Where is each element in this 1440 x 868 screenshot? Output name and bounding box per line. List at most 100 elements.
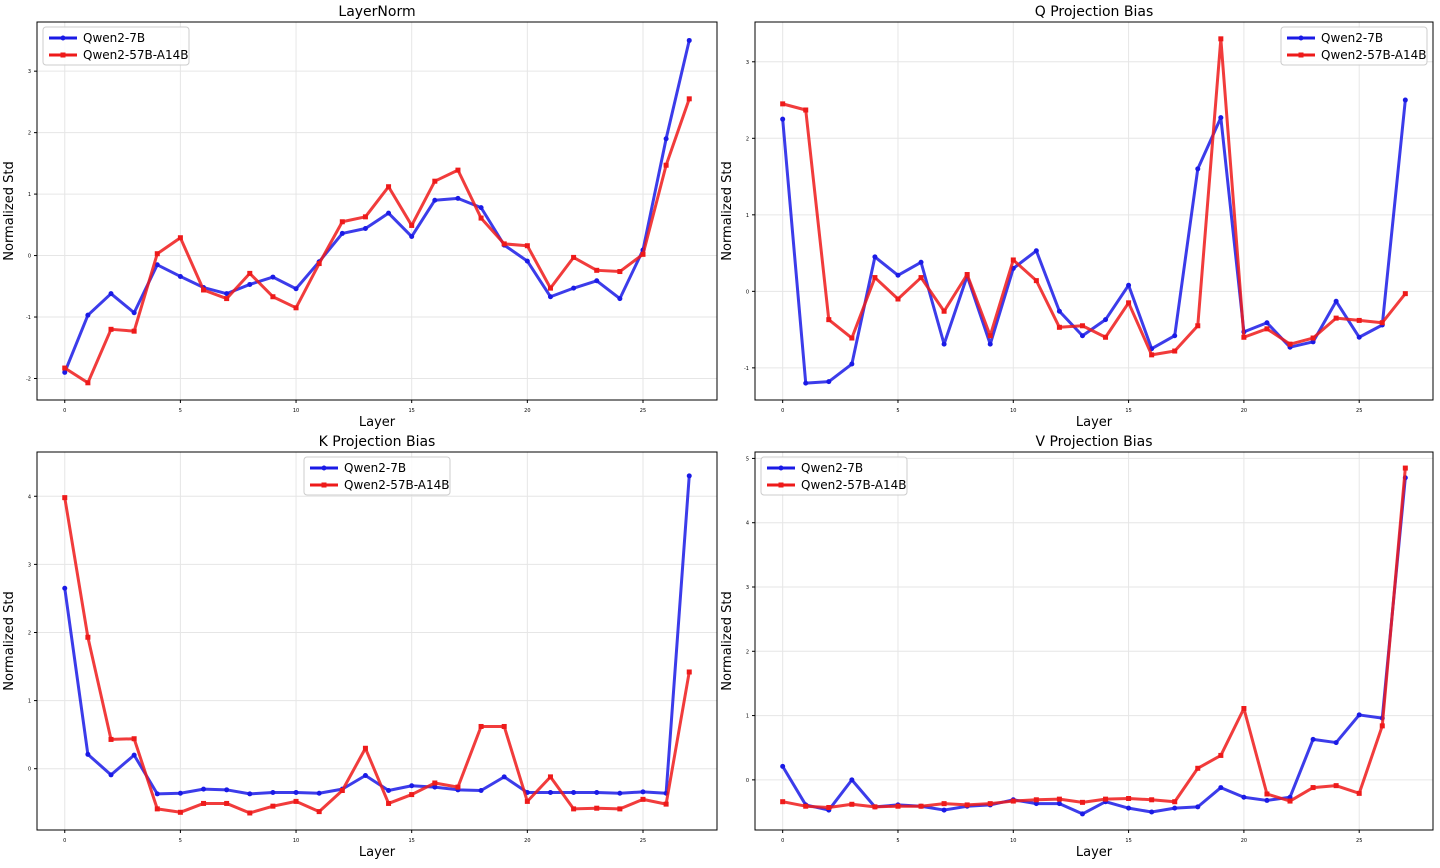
data-point xyxy=(1264,320,1270,326)
data-point xyxy=(316,790,322,796)
data-point xyxy=(1333,740,1339,746)
y-tick-label: 1 xyxy=(746,213,749,219)
x-tick-label: 15 xyxy=(409,408,415,414)
data-point xyxy=(247,810,253,816)
series-0 xyxy=(62,473,692,797)
legend-label: Qwen2-57B-A14B xyxy=(83,48,189,62)
legend-label: Qwen2-57B-A14B xyxy=(1321,48,1427,62)
x-tick-label: 0 xyxy=(781,838,784,844)
x-tick-label: 5 xyxy=(179,838,182,844)
data-point xyxy=(663,162,669,168)
x-axis-label: Layer xyxy=(359,415,396,430)
data-point xyxy=(1356,790,1362,796)
data-point xyxy=(826,317,832,323)
data-point xyxy=(154,791,160,797)
data-point xyxy=(432,178,438,184)
data-point xyxy=(849,801,855,807)
data-point xyxy=(918,259,924,265)
chart-0: 0 5 10 15 20 25 -2 -1 0 1 2 3 LayerNorm Layer Normaliz… xyxy=(2,4,718,430)
data-point xyxy=(154,251,160,257)
data-point xyxy=(293,305,299,311)
data-point xyxy=(224,296,230,302)
data-point xyxy=(1333,783,1339,789)
data-point xyxy=(895,296,901,302)
data-point xyxy=(1195,804,1201,810)
x-tick-label: 10 xyxy=(1010,408,1016,414)
legend-label: Qwen2-7B xyxy=(801,461,863,475)
data-point xyxy=(1195,166,1201,172)
data-point xyxy=(386,210,392,216)
data-point xyxy=(1287,794,1293,800)
data-point xyxy=(1218,115,1224,121)
data-point xyxy=(409,222,415,228)
data-point xyxy=(663,136,669,142)
series-0 xyxy=(62,37,692,375)
data-point xyxy=(1103,796,1109,802)
legend-box xyxy=(303,456,451,496)
data-point xyxy=(224,787,230,793)
plot-frame xyxy=(754,451,1434,831)
plot-frame xyxy=(36,21,718,401)
data-point xyxy=(1402,97,1408,103)
y-tick-label: 5 xyxy=(746,456,749,462)
data-point xyxy=(571,806,577,812)
data-point xyxy=(501,774,507,780)
data-point xyxy=(1241,334,1247,340)
data-point xyxy=(1056,324,1062,330)
data-point xyxy=(1287,798,1293,804)
data-point xyxy=(85,312,91,318)
data-point xyxy=(224,800,230,806)
x-tick-label: 15 xyxy=(409,838,415,844)
legend-box xyxy=(42,26,190,66)
y-axis-label: Normalized Std xyxy=(2,161,17,260)
x-tick-label: 10 xyxy=(293,408,299,414)
legend-label: Qwen2-7B xyxy=(344,461,406,475)
series-1 xyxy=(780,36,1408,358)
data-point xyxy=(872,275,878,281)
data-point xyxy=(1149,797,1155,803)
data-point xyxy=(247,791,253,797)
data-point xyxy=(686,96,692,102)
data-point xyxy=(455,167,461,173)
data-point xyxy=(270,803,276,809)
grid-lines xyxy=(37,452,717,830)
data-point xyxy=(1079,323,1085,329)
data-point xyxy=(1079,333,1085,339)
data-point xyxy=(524,798,530,804)
data-point xyxy=(131,736,137,742)
data-point xyxy=(640,251,646,257)
data-point xyxy=(455,195,461,201)
data-point xyxy=(547,285,553,291)
data-point xyxy=(686,669,692,675)
data-point xyxy=(409,234,415,240)
legend-marker xyxy=(321,465,327,471)
data-point xyxy=(478,723,484,729)
series-line xyxy=(63,475,691,796)
data-point xyxy=(1241,794,1247,800)
series-0 xyxy=(780,475,1408,817)
data-point xyxy=(780,799,786,805)
data-point xyxy=(1126,805,1132,811)
data-point xyxy=(1379,320,1385,326)
data-point xyxy=(571,790,577,796)
data-point xyxy=(1033,248,1039,254)
data-point xyxy=(62,585,68,591)
series-line xyxy=(782,467,1407,809)
y-tick-label: -1 xyxy=(26,315,31,321)
data-point xyxy=(1333,298,1339,304)
data-point xyxy=(1126,300,1132,306)
data-point xyxy=(571,254,577,260)
data-point xyxy=(547,790,553,796)
data-point xyxy=(362,226,368,232)
data-point xyxy=(1310,335,1316,341)
y-tick-label: 2 xyxy=(746,136,749,142)
legend-marker xyxy=(60,52,66,58)
data-point xyxy=(1218,36,1224,42)
y-tick-label: 2 xyxy=(28,131,31,137)
y-tick-label: 0 xyxy=(28,767,31,773)
data-point xyxy=(478,787,484,793)
data-point xyxy=(1079,811,1085,817)
plot-frame xyxy=(754,21,1434,401)
